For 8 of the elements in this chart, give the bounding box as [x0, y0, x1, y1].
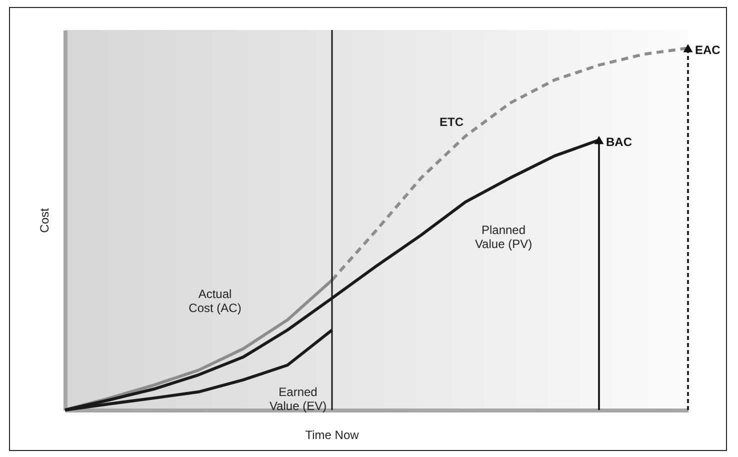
- y-axis-title: Cost: [38, 208, 52, 233]
- series-label: Planned Value (PV): [474, 222, 532, 251]
- series-label: ETC: [440, 115, 464, 130]
- text: Actual Cost (AC): [188, 286, 242, 315]
- annotation: BAC: [606, 135, 632, 150]
- text: EAC: [695, 43, 721, 58]
- text: Time Now: [305, 428, 360, 442]
- series-label: Earned Value (EV): [269, 385, 327, 414]
